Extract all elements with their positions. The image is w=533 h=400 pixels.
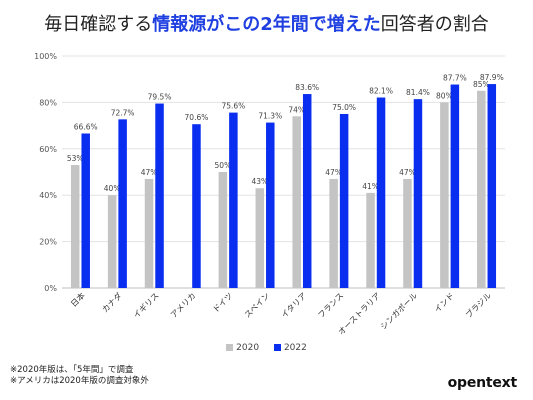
x-tick-label: イタリア [280,291,309,320]
bar-2020 [144,178,154,288]
x-tick-label: 日本 [68,290,86,308]
legend-item-2022: 2022 [273,343,307,353]
x-tick-label: カナダ [100,290,124,314]
legend-label-2020: 2020 [236,343,260,353]
bar-2020 [292,116,301,288]
data-label-2022: 66.6% [74,122,98,131]
legend-label-2022: 2022 [283,343,307,353]
data-label-2020: 80% [436,91,453,100]
data-label-2020: 50% [215,161,232,170]
bar-chart: 0% 20% 40% 60% 80% 100% 53% 66.6% 日本 40% 72.7% カナダ 4… [34,52,505,337]
footnote-2: ※アメリカは2020年版の調査対象外 [10,376,149,386]
x-tick-label: インド [433,291,456,314]
bar-2022 [118,119,127,288]
bar-2022 [450,84,460,288]
bar-2022 [339,114,349,288]
bar-2022 [376,97,386,288]
y-tick-label: 0% [44,284,57,293]
data-label-2022: 87.7% [443,74,467,83]
opentext-logo: opentext [447,375,518,391]
footnote-1: ※2020年版は、「5年間」で調査 [10,365,134,375]
data-label-2020: 40% [104,184,121,193]
bar-2020 [440,102,449,289]
x-tick-label: スペイン [243,291,272,320]
legend: 2020 2022 [0,343,533,353]
bar-2020 [366,192,375,288]
bar-2022 [81,133,90,288]
title-part1: 毎日確認する [44,14,153,35]
data-label-2022: 70.6% [185,113,209,122]
bar-2022 [192,124,201,288]
bar-2020 [477,90,486,288]
y-tick-label: 100% [34,52,57,61]
data-label-2020: 53% [67,154,84,163]
data-label-2020: 47% [325,168,342,177]
data-label-2020: 47% [141,168,158,177]
footnotes: ※2020年版は、「5年間」で調査 ※アメリカは2020年版の調査対象外 [10,365,149,387]
data-label-2020: 74% [288,105,305,114]
legend-swatch-2022 [273,343,281,351]
y-tick-label: 40% [39,191,57,200]
data-label-2020: 85% [473,80,490,89]
title-part2: 回答者の割合 [380,14,489,35]
x-tick-label: ドイツ [211,291,234,314]
bar-2020 [255,188,265,288]
data-label-2022: 81.4% [406,88,430,97]
data-label-2020: 47% [399,168,416,177]
x-tick-label: イギリス [132,291,161,320]
y-tick-label: 20% [39,238,57,247]
x-tick-label: シンガポール [378,290,419,331]
bar-2022 [413,99,423,288]
x-tick-label: アメリカ [169,291,198,320]
data-label-2022: 83.6% [295,83,319,92]
y-tick-label: 80% [39,98,57,107]
data-label-2022: 71.3% [258,112,282,121]
bar-2020 [107,195,117,288]
y-tick-label: 60% [39,145,57,154]
bar-2020 [329,178,338,288]
data-label-2022: 82.1% [369,87,393,96]
bar-2020 [218,172,228,288]
data-label-2022: 79.5% [148,93,172,102]
bar-2020 [70,165,80,288]
x-tick-label: ブラジル [463,290,493,320]
title-highlight: 情報源がこの2年間で増えた [152,14,381,35]
bar-2022 [155,103,164,288]
legend-item-2020: 2020 [226,343,259,353]
x-tick-label: フランス [316,291,345,320]
data-label-2022: 75.0% [332,103,356,112]
chart-title: 毎日確認する情報源がこの2年間で増えた回答者の割合 [0,10,533,36]
bar-2022 [487,84,497,289]
data-label-2022: 75.6% [221,102,245,111]
data-label-2022: 72.7% [111,108,135,117]
data-label-2020: 41% [362,182,379,191]
data-label-2020: 43% [251,177,268,186]
bar-2022 [266,122,275,288]
data-label-2022: 87.9% [480,73,504,82]
bar-2022 [302,94,312,288]
bar-2022 [229,112,238,288]
bar-2020 [403,178,412,288]
legend-swatch-2020 [226,343,234,351]
